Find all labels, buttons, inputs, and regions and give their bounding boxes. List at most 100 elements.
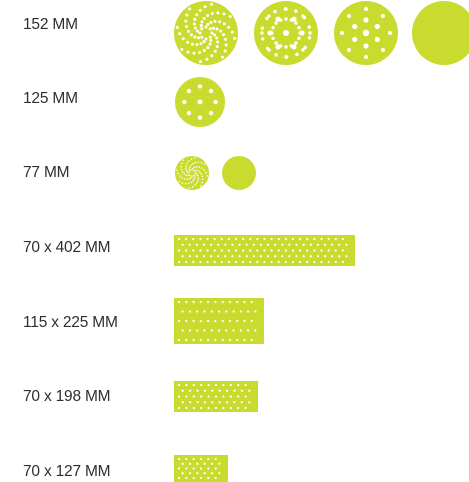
hole xyxy=(181,472,184,475)
hole xyxy=(249,249,252,252)
hole xyxy=(185,13,189,17)
hole xyxy=(193,178,195,180)
hole xyxy=(187,182,190,185)
hole xyxy=(192,167,194,170)
hole xyxy=(274,243,277,246)
hole xyxy=(306,249,309,252)
hole xyxy=(277,249,280,252)
hole xyxy=(303,45,307,50)
disc-body xyxy=(175,156,209,190)
multi-hole-strip-70x127 xyxy=(174,455,228,482)
hole xyxy=(234,260,238,264)
hole xyxy=(199,467,203,470)
hole xyxy=(323,255,327,258)
hole xyxy=(256,249,259,252)
hole xyxy=(220,55,224,59)
hole xyxy=(327,249,330,252)
hole xyxy=(224,255,227,258)
hole xyxy=(208,42,212,46)
hole xyxy=(238,255,241,258)
hole xyxy=(208,27,212,31)
hole xyxy=(223,37,227,41)
hole xyxy=(200,35,204,39)
disc-body xyxy=(412,1,469,65)
size-label-125mm: 125 MM xyxy=(23,90,78,107)
hole xyxy=(181,401,184,404)
hole xyxy=(281,243,284,246)
hole xyxy=(260,26,265,30)
hole xyxy=(181,389,184,392)
hole xyxy=(284,249,287,252)
hole xyxy=(195,29,199,33)
hole xyxy=(291,260,295,264)
hole xyxy=(236,300,239,304)
hole xyxy=(288,243,291,246)
hole xyxy=(206,249,209,252)
hole xyxy=(374,36,380,43)
hole xyxy=(199,457,203,461)
hole xyxy=(177,319,181,323)
hole xyxy=(193,35,197,39)
hole xyxy=(192,476,195,480)
hole xyxy=(196,472,199,475)
hole xyxy=(177,237,181,241)
hole xyxy=(313,260,316,264)
hole xyxy=(186,88,192,94)
hole xyxy=(250,300,253,304)
hole xyxy=(189,166,191,168)
size-label-77mm: 77 MM xyxy=(23,164,70,181)
multi-hole-strip-70x198 xyxy=(174,381,258,412)
hole xyxy=(192,383,195,387)
hole xyxy=(192,395,195,398)
hole xyxy=(192,162,194,165)
hole xyxy=(192,457,195,461)
hole xyxy=(188,310,192,313)
hole xyxy=(185,406,188,410)
size-label-152mm: 152 MM xyxy=(23,16,78,33)
hole xyxy=(340,31,344,35)
hole xyxy=(281,255,284,258)
hole xyxy=(211,389,214,392)
hole xyxy=(179,175,181,177)
hole xyxy=(216,11,220,15)
hole xyxy=(227,249,230,252)
hole xyxy=(239,329,242,332)
hole xyxy=(197,99,203,105)
hole xyxy=(186,171,189,173)
hole xyxy=(202,255,206,258)
hole xyxy=(341,237,344,241)
hole xyxy=(194,172,196,174)
hole xyxy=(175,169,178,171)
hole xyxy=(185,395,188,398)
hole xyxy=(185,260,188,264)
hole xyxy=(213,249,216,252)
hole xyxy=(263,260,266,264)
hole xyxy=(214,406,218,410)
hole xyxy=(208,35,212,39)
hole xyxy=(185,167,187,170)
hole xyxy=(206,13,210,17)
hole xyxy=(197,84,203,89)
hole xyxy=(244,406,247,410)
hole xyxy=(254,329,257,332)
hole xyxy=(213,260,216,264)
hole xyxy=(266,255,270,258)
hole xyxy=(220,237,223,241)
hole xyxy=(327,237,330,241)
hole xyxy=(199,300,202,304)
hole xyxy=(284,17,288,21)
hole xyxy=(284,237,287,241)
hole xyxy=(206,237,209,241)
hole xyxy=(186,40,190,44)
hole xyxy=(204,37,208,41)
hole xyxy=(175,26,179,30)
hole xyxy=(188,168,191,170)
hole xyxy=(198,31,202,35)
multi-hole-disc-152 xyxy=(254,1,318,65)
hole xyxy=(177,383,181,387)
hole xyxy=(196,401,199,404)
hole xyxy=(180,168,183,171)
hole xyxy=(380,14,385,19)
hole xyxy=(380,47,385,52)
hole xyxy=(283,30,289,36)
